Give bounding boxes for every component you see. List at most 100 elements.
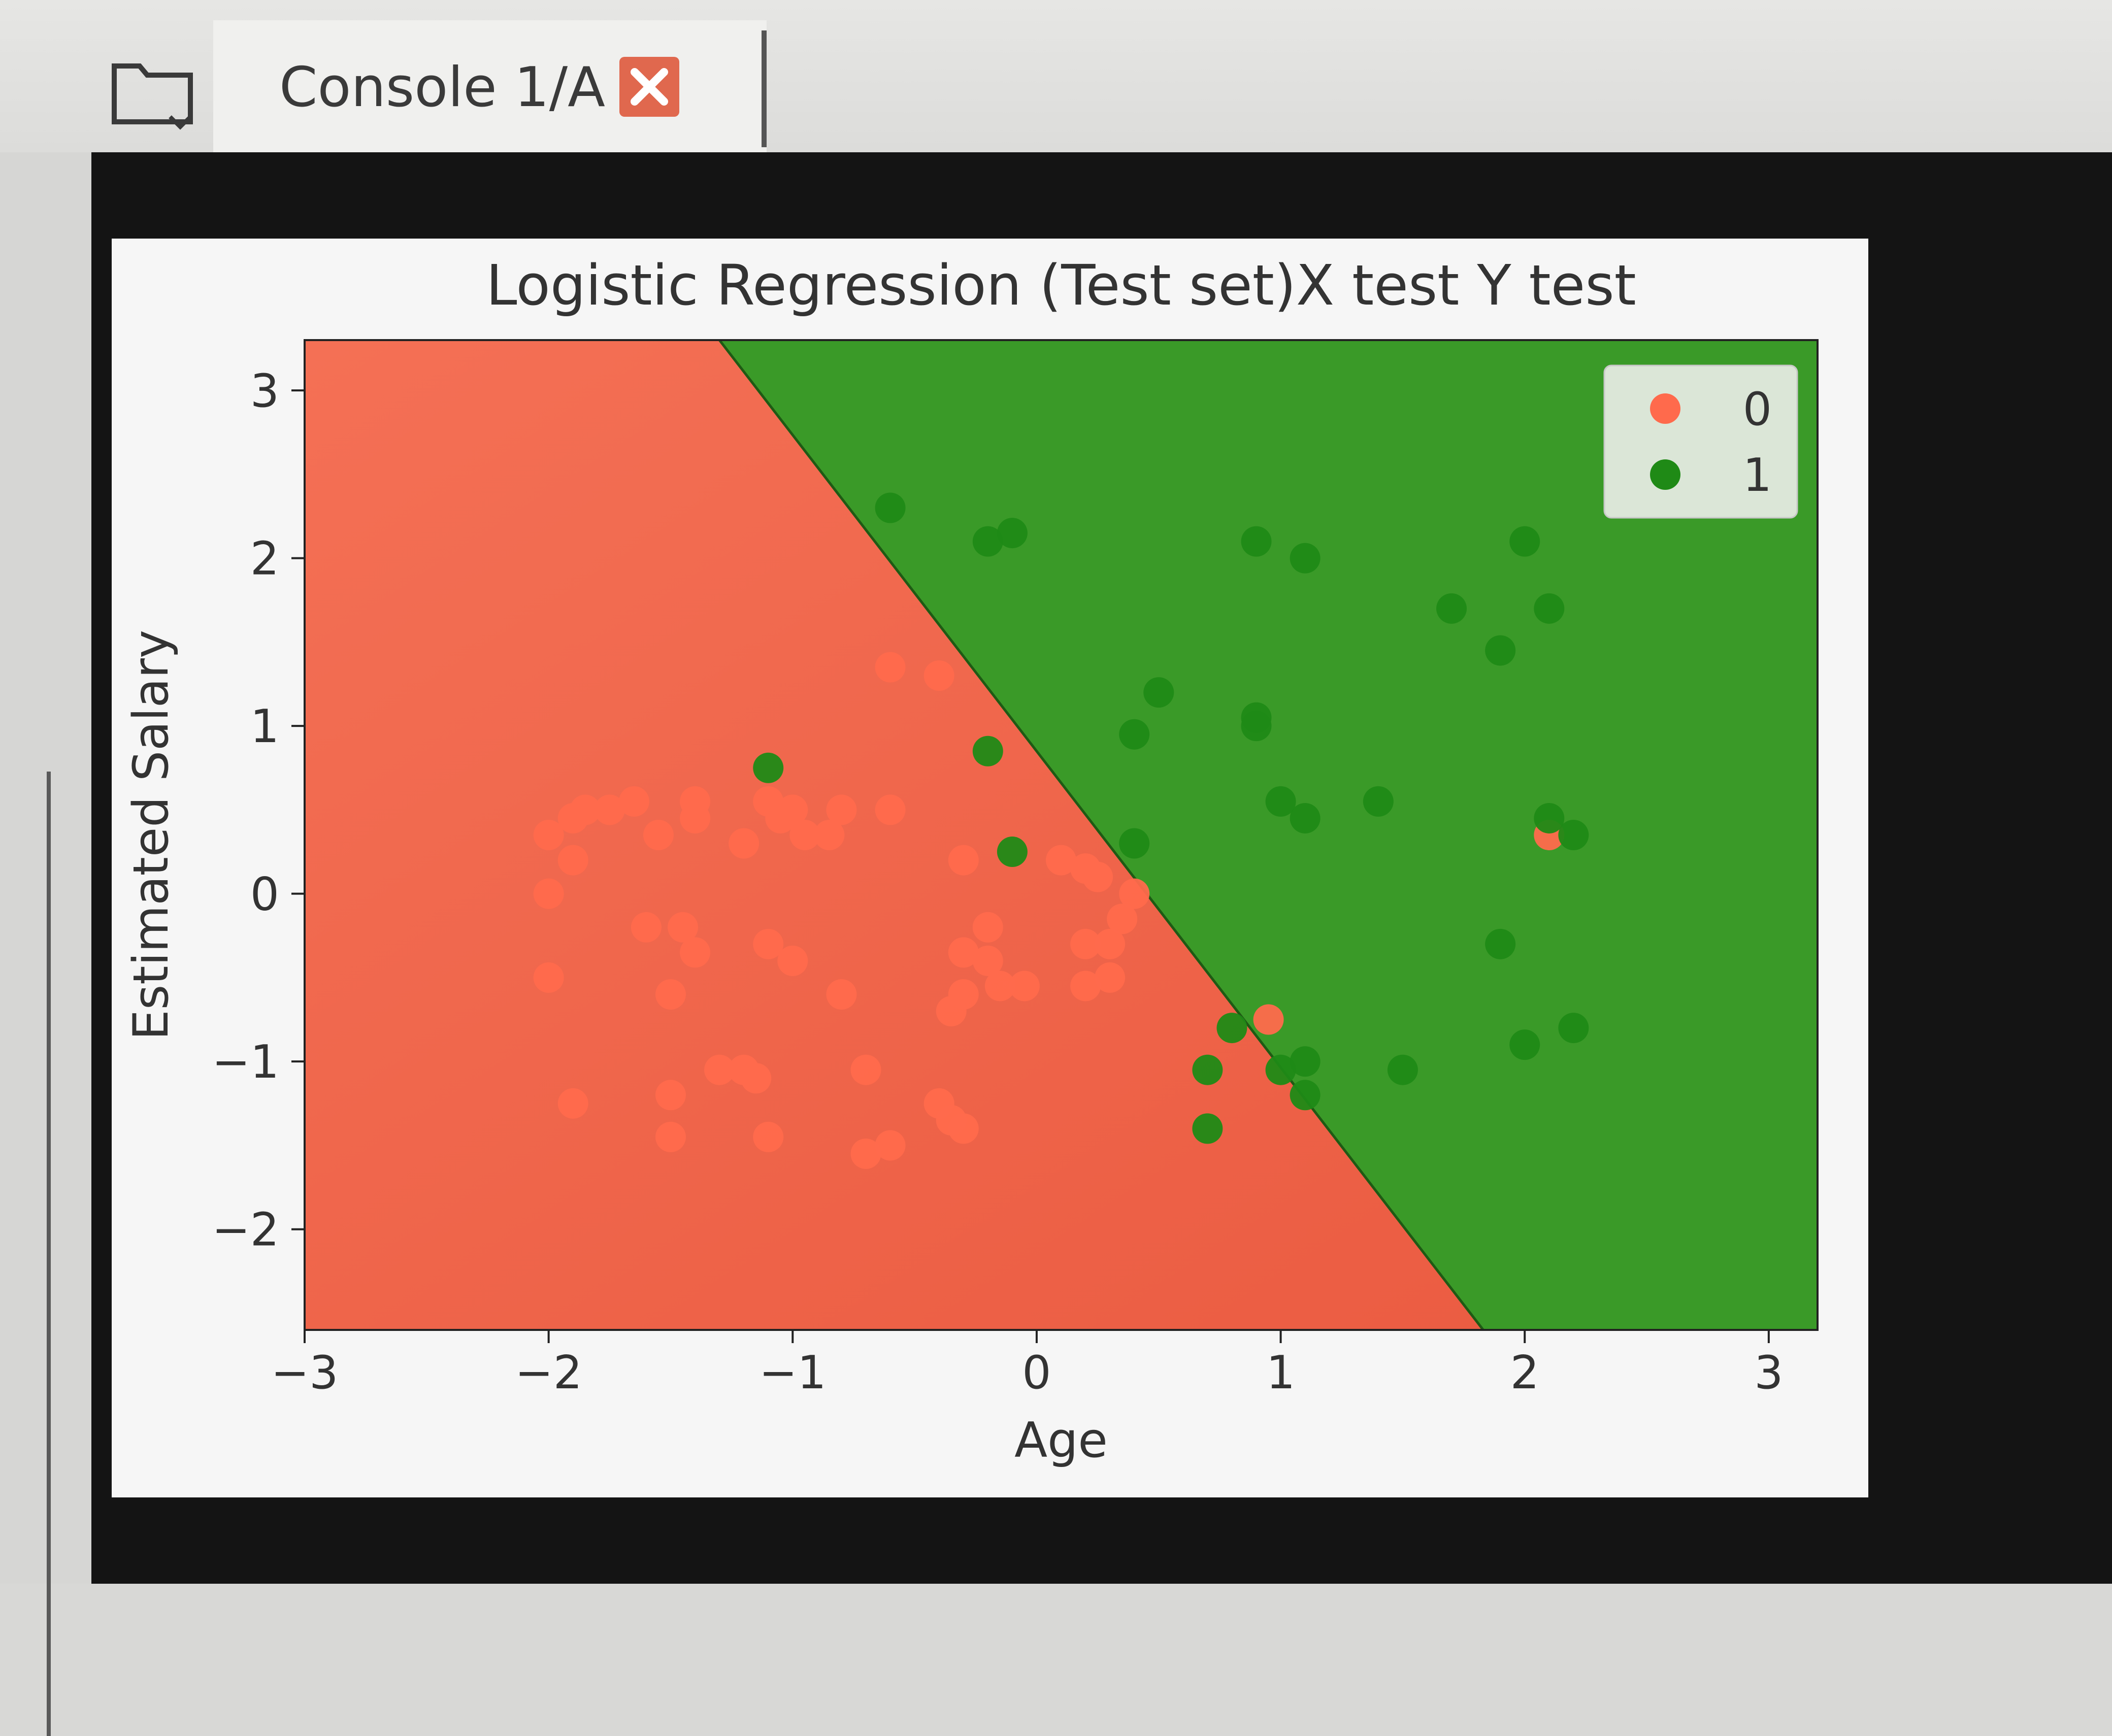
x-tick-label: 0 (1022, 1346, 1051, 1399)
tab-separator (762, 30, 767, 147)
plot-figure: −3 −2 −1 0 1 2 3 −2 −1 0 1 2 3 Logistic Regression (T… (112, 239, 1868, 1497)
data-point-class-0 (1082, 861, 1113, 892)
data-point-class-1 (1265, 786, 1296, 817)
data-point-class-0 (875, 794, 906, 825)
data-point-class-1 (1241, 702, 1272, 733)
data-point-class-0 (594, 794, 625, 825)
data-point-class-1 (1265, 1054, 1296, 1085)
data-point-class-0 (1070, 971, 1101, 1001)
tab-console-1a[interactable]: Console 1/A (213, 20, 767, 152)
left-panel-edge (0, 152, 91, 1736)
legend: 01 (1603, 364, 1798, 519)
data-point-class-0 (618, 786, 649, 817)
data-point-class-0 (753, 928, 784, 959)
legend-label-1: 1 (1743, 449, 1772, 502)
data-point-class-1 (1290, 1046, 1321, 1077)
data-point-class-1 (1558, 1013, 1589, 1044)
data-point-class-0 (741, 1063, 772, 1094)
data-point-class-0 (777, 945, 808, 976)
folder-icon[interactable] (109, 56, 195, 132)
data-point-class-0 (814, 820, 845, 850)
data-point-class-1 (1241, 526, 1272, 557)
data-point-class-1 (1192, 1113, 1223, 1144)
data-point-class-0 (533, 820, 564, 850)
data-point-class-1 (1363, 786, 1394, 817)
data-point-class-0 (826, 794, 857, 825)
data-point-class-0 (948, 1113, 979, 1144)
x-tick-label: −1 (759, 1346, 827, 1399)
data-point-class-1 (1192, 1054, 1223, 1085)
data-point-class-0 (948, 937, 979, 968)
data-point-class-0 (655, 979, 686, 1010)
data-point-class-0 (1009, 971, 1040, 1001)
data-point-class-0 (777, 794, 808, 825)
data-point-class-1 (997, 518, 1028, 549)
data-point-class-0 (753, 1121, 784, 1152)
data-point-class-0 (1119, 878, 1150, 909)
y-tick-label: 1 (250, 700, 279, 753)
data-point-class-0 (557, 1088, 588, 1119)
data-point-class-1 (1290, 543, 1321, 574)
x-tick-label: 3 (1754, 1346, 1783, 1399)
data-point-class-0 (948, 845, 979, 876)
chart-title: Logistic Regression (Test set)X test Y t… (486, 253, 1636, 318)
data-point-class-0 (668, 912, 698, 943)
data-point-class-0 (1107, 904, 1138, 934)
data-point-class-1 (1485, 928, 1516, 959)
data-point-class-1 (1436, 593, 1467, 624)
data-point-class-0 (972, 945, 1003, 976)
x-tick-label: 1 (1266, 1346, 1295, 1399)
region-class-1 (719, 340, 1818, 1330)
data-point-class-0 (570, 794, 601, 825)
data-point-class-0 (789, 820, 820, 850)
data-point-class-1 (1534, 803, 1565, 833)
series-0 (533, 652, 1565, 1169)
data-point-class-1 (1119, 828, 1150, 859)
x-tick-label: −3 (271, 1346, 339, 1399)
panel-divider[interactable] (47, 772, 51, 1736)
y-tick-label: −1 (212, 1036, 279, 1089)
data-point-class-1 (1387, 1054, 1418, 1085)
data-point-class-0 (984, 971, 1015, 1001)
y-tick-label: 0 (250, 868, 279, 921)
series-1 (753, 492, 1589, 1144)
data-point-class-0 (533, 878, 564, 909)
data-point-class-0 (948, 979, 979, 1010)
data-point-class-0 (923, 660, 954, 691)
data-point-class-0 (875, 652, 906, 683)
data-point-class-1 (1119, 719, 1150, 750)
data-point-class-0 (826, 979, 857, 1010)
data-point-class-1 (1216, 1013, 1247, 1044)
data-point-class-0 (680, 937, 711, 968)
data-point-class-0 (1095, 962, 1126, 993)
data-point-class-1 (972, 736, 1003, 766)
data-point-class-0 (655, 1121, 686, 1152)
data-point-class-0 (557, 845, 588, 876)
x-tick-label: 2 (1510, 1346, 1539, 1399)
data-point-class-1 (1509, 526, 1540, 557)
data-point-class-0 (643, 820, 674, 850)
plot-frame (304, 339, 1819, 1331)
y-tick-label: 3 (250, 364, 279, 418)
data-point-class-0 (1046, 845, 1076, 876)
decision-regions (305, 340, 1818, 1330)
data-point-class-0 (875, 1130, 906, 1161)
data-point-class-1 (1290, 1080, 1321, 1111)
console-tab-bar: Console 1/A (0, 0, 2112, 152)
legend-marker-0 (1650, 393, 1680, 424)
data-point-class-0 (1253, 1004, 1284, 1035)
data-point-class-0 (680, 803, 711, 833)
data-point-class-1 (753, 752, 784, 783)
data-point-class-1 (1534, 593, 1565, 624)
y-axis-label: Estimated Salary (123, 630, 179, 1041)
data-point-class-0 (1095, 928, 1126, 959)
data-point-class-0 (1070, 928, 1101, 959)
data-point-class-0 (533, 962, 564, 993)
close-icon[interactable] (619, 57, 679, 117)
y-tick-label: 2 (250, 532, 279, 586)
data-point-class-1 (1558, 820, 1589, 850)
data-point-class-0 (704, 1054, 735, 1085)
data-point-class-1 (997, 837, 1028, 867)
